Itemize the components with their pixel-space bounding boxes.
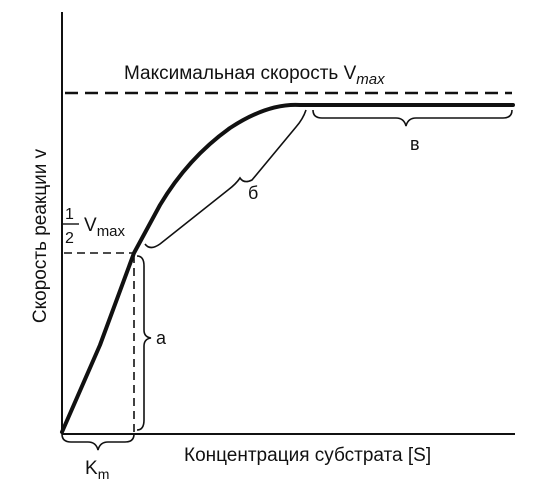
half-vmax-subscript: max [97,223,126,240]
half-fraction-numerator: 1 [65,206,74,223]
y-axis-label: Скорость реакции v [30,148,51,323]
half-vmax-symbol: V [84,215,97,236]
label-b: б [248,183,258,203]
half-vmax-label: Vmax [84,215,126,240]
brace-km [61,433,135,451]
brace-v [312,109,513,127]
brace-a [136,255,152,431]
km-symbol: K [85,458,98,479]
km-label: Km [85,458,109,482]
label-a: а [156,328,167,348]
half-fraction-denominator: 2 [65,230,74,247]
vmax-title: Максимальная скорость Vmax [124,63,385,88]
vmax-title-text: Максимальная скорость V [124,63,357,84]
label-v: в [410,134,420,154]
x-axis-label: Концентрация субстрата [S] [184,445,431,466]
brace-b [144,109,307,249]
km-subscript: m [98,466,110,482]
reaction-rate-curve [60,102,515,434]
vmax-title-subscript: max [356,71,385,88]
